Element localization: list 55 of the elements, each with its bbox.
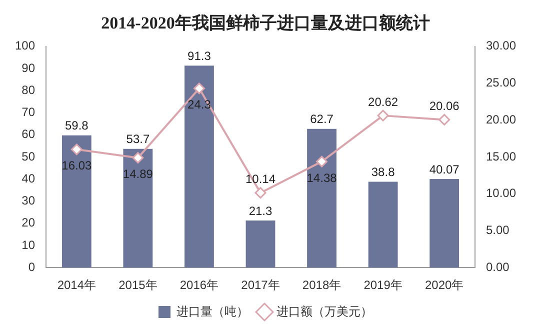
y-tick-label: 90 [22,60,36,75]
y-tick-label: 10 [22,238,36,252]
y2-tick-label: 25.00 [486,76,516,90]
point [193,82,205,94]
x-tick-label: 2015年 [118,278,158,292]
data-label: 14.38 [306,170,338,185]
y2-tick-label: 15.00 [486,149,516,164]
y2-tick-label: 5.00 [486,223,510,238]
data-label: 40.07 [429,162,460,176]
y2-tick-label: 10.00 [486,186,516,200]
bar [246,220,276,268]
data-label: 38.8 [371,165,396,180]
y-tick-label: 80 [22,82,36,97]
point [70,144,82,156]
legend-label: 进口额（万美元） [276,304,372,318]
legend-label: 进口量（吨） [176,304,248,318]
bar [62,135,92,268]
bar [307,128,336,268]
y-tick-label: 50 [22,149,36,164]
data-label: 62.7 [310,112,334,126]
point [438,114,450,126]
y-tick-label: 0 [28,260,36,274]
data-label: 53.7 [126,132,150,146]
y2-tick-label: 30.00 [486,38,516,53]
data-label: 59.8 [64,118,89,133]
y2-tick-label: 20.00 [486,112,516,126]
bar [430,178,460,268]
bar [184,66,214,268]
point [254,187,266,199]
data-label: 91.3 [188,48,212,63]
data-label: 14.89 [122,167,154,182]
x-tick-label: 2019年 [364,278,402,292]
x-tick-label: 2018年 [302,278,342,292]
y-tick-label: 60 [22,127,36,142]
y2-tick-label: 0.00 [486,260,510,274]
bar [368,182,398,268]
x-tick-label: 2017年 [241,278,280,292]
data-label: 16.03 [62,158,92,173]
x-tick-label: 2020年 [424,278,464,292]
data-label: 20.62 [368,94,398,109]
point [377,110,389,122]
y-tick-label: 20 [22,216,36,230]
data-label: 10.14 [245,172,276,186]
chart-title: 2014-2020年我国鲜柿子进口量及进口额统计 [101,14,430,33]
point [132,152,144,164]
y-tick-label: 30 [22,194,36,208]
y-tick-label: 40 [22,171,36,186]
x-tick-label: 2016年 [180,278,219,292]
data-label: 21.3 [248,204,272,218]
x-tick-label: 2014年 [57,278,96,292]
point [316,156,328,168]
bar [123,148,153,268]
y-tick-label: 100 [14,38,36,53]
data-label: 20.06 [429,99,460,114]
y-tick-label: 70 [22,105,36,120]
